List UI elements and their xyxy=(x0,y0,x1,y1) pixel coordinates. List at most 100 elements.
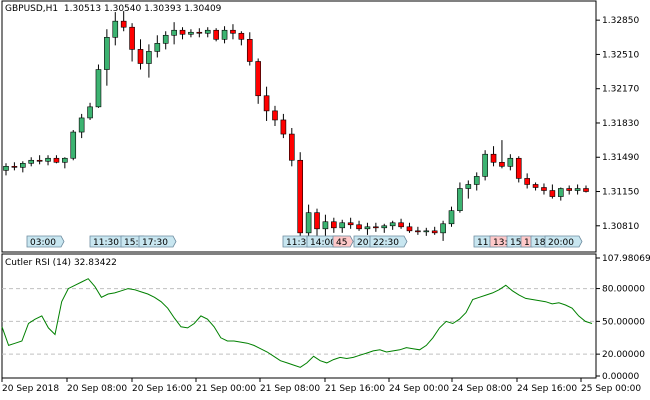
candle xyxy=(70,130,77,161)
candle-body xyxy=(465,184,472,189)
candle xyxy=(221,26,228,44)
time-tick-label: 20 Sep 2018 xyxy=(2,384,59,394)
time-tick-label: 20 Sep 08:00 xyxy=(67,384,127,394)
candle xyxy=(120,11,127,32)
candle xyxy=(457,182,463,213)
candle xyxy=(36,155,43,165)
candle xyxy=(482,150,488,181)
candle xyxy=(549,184,556,199)
rsi-line xyxy=(1,278,593,368)
candle-body xyxy=(364,226,371,230)
session-label-text: 11: xyxy=(477,238,491,248)
candle-body xyxy=(381,225,388,229)
candle xyxy=(3,163,9,176)
session-label-text: 15: xyxy=(124,238,138,248)
candle-body xyxy=(162,34,169,44)
indicator-header: Cutler RSI (14) 32.83422 xyxy=(5,258,117,268)
candle-body xyxy=(541,187,547,191)
candle-body xyxy=(448,210,455,225)
candle-body xyxy=(53,157,60,163)
session-label-text: 13: xyxy=(493,238,507,248)
candle xyxy=(104,29,110,86)
candle-body xyxy=(440,223,446,234)
candle-body xyxy=(482,153,488,177)
candle-body xyxy=(457,188,463,211)
session-label-box xyxy=(369,235,408,248)
candle xyxy=(423,227,430,236)
candle-body xyxy=(104,36,110,70)
candle xyxy=(28,157,35,167)
candle xyxy=(490,146,497,167)
candle-body xyxy=(288,133,295,161)
session-label: 17:30 xyxy=(138,235,177,248)
candle-body xyxy=(398,222,404,228)
rsi-tick-label: 20.00000 xyxy=(602,350,645,360)
candle-body xyxy=(112,20,119,38)
candle-body xyxy=(389,222,396,227)
session-label-box xyxy=(332,235,354,248)
candle-body xyxy=(238,32,245,40)
time-tick-label: 24 Sep 08:00 xyxy=(452,384,512,394)
candle-body xyxy=(490,153,497,163)
candle-body xyxy=(120,20,127,28)
candle xyxy=(137,39,144,70)
session-label-text: 15: xyxy=(510,238,524,248)
candle xyxy=(272,105,278,126)
candle xyxy=(162,31,169,50)
candle-body xyxy=(272,110,278,121)
session-label-box xyxy=(26,235,65,248)
session-label: 45 xyxy=(332,235,354,248)
symbol-info-header: GBPUSD,H1 1.30513 1.30540 1.30393 1.3040… xyxy=(5,4,221,14)
session-label-text: 22:30 xyxy=(373,238,399,248)
candle xyxy=(574,184,581,195)
candle-body xyxy=(373,226,379,229)
candle xyxy=(583,185,589,193)
candle-body xyxy=(347,222,354,226)
candle xyxy=(339,219,346,233)
candle xyxy=(154,35,161,58)
ohlc-open: 1.30513 xyxy=(63,4,102,14)
time-axis: 20 Sep 2018 20 Sep 08:00 20 Sep 16:00 21 Se… xyxy=(1,378,641,394)
candle-body xyxy=(255,61,261,97)
candle xyxy=(448,206,455,227)
candle-body xyxy=(406,226,413,232)
candle-body xyxy=(20,162,26,168)
session-label-text: 11:30 xyxy=(93,238,119,248)
candle-body xyxy=(557,188,564,197)
candle xyxy=(45,155,51,166)
rsi-pane[interactable] xyxy=(1,253,597,379)
candle xyxy=(288,128,295,167)
session-label-text: 17:30 xyxy=(142,238,168,248)
session-label-text: 45 xyxy=(336,238,347,248)
candle-body xyxy=(230,29,236,34)
time-tick-label: 21 Sep 08:00 xyxy=(260,384,320,394)
candle-body xyxy=(415,230,421,233)
candle-body xyxy=(87,106,93,119)
rsi-tick-label: 0.00000 xyxy=(602,372,639,382)
rsi-frame xyxy=(1,253,597,379)
candle xyxy=(532,182,539,191)
candle xyxy=(146,44,152,78)
candle xyxy=(557,187,564,201)
candle-body xyxy=(188,31,194,35)
candle-body xyxy=(78,117,85,133)
candle-body xyxy=(95,69,102,108)
candle xyxy=(389,220,396,230)
session-label-text: 11:30 xyxy=(286,238,312,248)
rsi-tick-label: 80.00000 xyxy=(602,285,645,295)
candle xyxy=(280,113,287,139)
candle xyxy=(213,28,219,42)
candle-body xyxy=(524,178,530,185)
candle xyxy=(255,58,261,104)
candle-body xyxy=(146,51,152,64)
candle-body xyxy=(314,212,320,230)
candle xyxy=(87,102,93,120)
candle xyxy=(541,183,547,195)
candle xyxy=(373,222,379,232)
candle-body xyxy=(62,157,68,163)
candle xyxy=(381,223,388,233)
price-tick-label: 1.31830 xyxy=(602,119,639,129)
candle-body xyxy=(179,29,186,35)
candle xyxy=(196,28,203,38)
